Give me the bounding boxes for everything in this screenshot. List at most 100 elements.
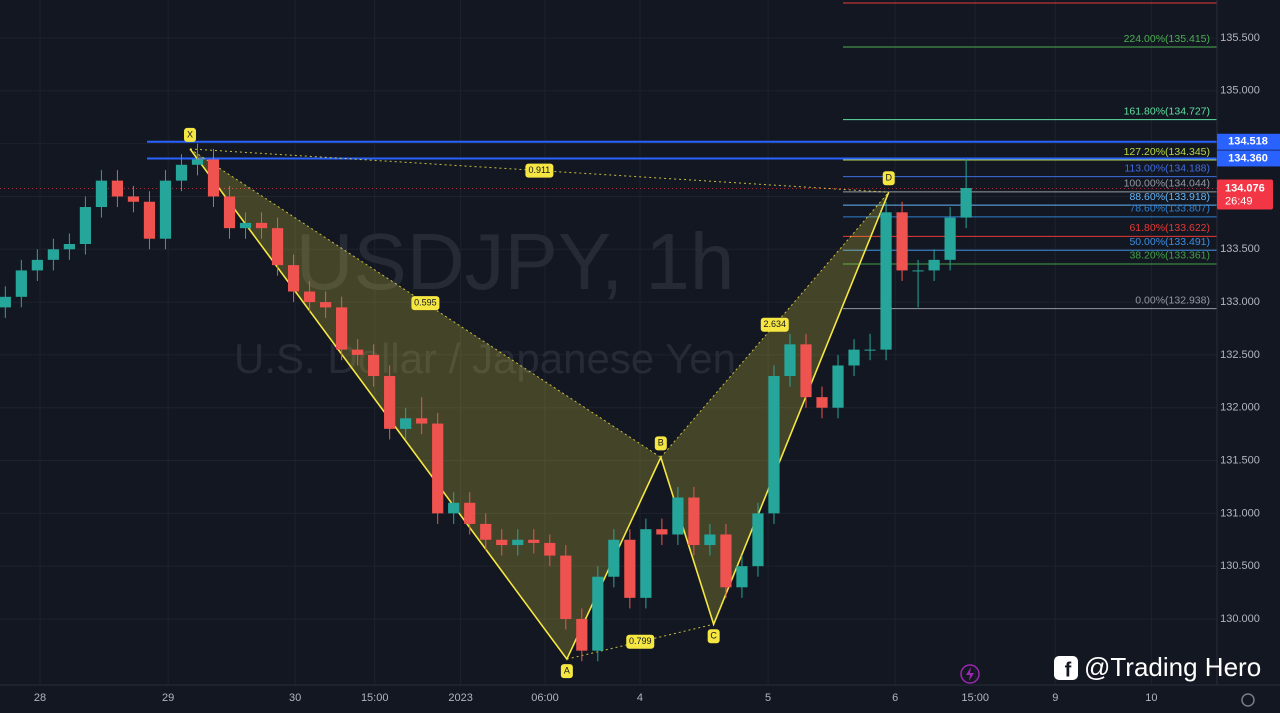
price-line-tag bbox=[1217, 133, 1280, 150]
candle-body bbox=[576, 618, 588, 651]
candle-body bbox=[480, 523, 492, 540]
candle-body bbox=[912, 270, 924, 272]
x-tick-label: 10 bbox=[1145, 692, 1157, 704]
candle-body bbox=[880, 212, 892, 350]
candle-body bbox=[704, 534, 716, 546]
candle-body bbox=[768, 376, 780, 514]
x-tick-label: 15:00 bbox=[961, 692, 989, 704]
pattern-ratio: 0.595 bbox=[414, 298, 437, 308]
y-tick-label: 131.500 bbox=[1220, 454, 1260, 466]
candle-body bbox=[800, 344, 812, 398]
plot-layer: 224.00%(135.415) 161.80%(134.727) 127.20%(… bbox=[0, 2, 1217, 679]
candle-body bbox=[672, 497, 684, 535]
candle-body bbox=[175, 164, 188, 181]
pattern-point-label: A bbox=[564, 665, 570, 675]
x-tick-label: 28 bbox=[34, 692, 46, 704]
candle-body bbox=[47, 249, 59, 260]
candle-body bbox=[736, 566, 748, 588]
candle-body bbox=[416, 418, 428, 424]
pattern-ratio: 2.634 bbox=[764, 319, 787, 329]
fib-label: 161.80%(134.727) bbox=[1124, 105, 1210, 117]
candle-body bbox=[223, 196, 236, 229]
fib-label: 88.60%(133.918) bbox=[1129, 191, 1210, 203]
candle-body bbox=[832, 365, 844, 408]
watermark-symbol: USDJPY, 1h bbox=[296, 217, 735, 306]
brand: @Trading Hero bbox=[1084, 652, 1261, 682]
pattern-fill bbox=[190, 148, 661, 660]
candle-body bbox=[560, 555, 572, 619]
settings-icon[interactable] bbox=[1241, 693, 1255, 707]
candle-body bbox=[528, 539, 540, 543]
y-tick-label: 135.000 bbox=[1220, 85, 1260, 97]
candle-body bbox=[896, 212, 908, 271]
x-tick-label: 6 bbox=[892, 692, 898, 704]
fib-label: 61.80%(133.622) bbox=[1129, 222, 1210, 234]
candle-body bbox=[143, 201, 156, 239]
fib-label: 50.00%(133.491) bbox=[1129, 236, 1210, 248]
pattern-ratio-line bbox=[660, 191, 890, 458]
pattern-point-label: D bbox=[885, 173, 892, 183]
candle-body bbox=[384, 376, 396, 429]
candle-body bbox=[608, 539, 620, 577]
fib-label: 100.00%(134.044) bbox=[1124, 178, 1210, 190]
candle-body bbox=[111, 180, 124, 197]
brand-logo-letter: f bbox=[1065, 659, 1072, 681]
candle-body bbox=[336, 307, 348, 350]
alert-bolt bbox=[966, 667, 974, 681]
candle-body bbox=[287, 265, 300, 292]
candle-body bbox=[432, 423, 444, 514]
x-tick-label: 5 bbox=[765, 692, 771, 704]
x-tick-label: 29 bbox=[162, 692, 174, 704]
candle-body bbox=[848, 349, 860, 366]
candle-body bbox=[720, 534, 732, 588]
last-price-tag bbox=[1217, 179, 1273, 210]
pattern-ratio: 0.799 bbox=[629, 636, 652, 646]
candle-body bbox=[159, 180, 172, 239]
fib-label: 78.60%(133.807) bbox=[1129, 203, 1210, 215]
candle-body bbox=[544, 542, 556, 556]
candle-body bbox=[592, 576, 604, 651]
candle-body bbox=[784, 344, 796, 377]
pattern-ratio-tag bbox=[525, 163, 554, 178]
candle-body bbox=[63, 244, 75, 250]
candle-body bbox=[688, 497, 700, 546]
x-tick-label: 30 bbox=[289, 692, 301, 704]
y-tick-label: 130.500 bbox=[1220, 560, 1260, 572]
pattern-point bbox=[184, 127, 197, 142]
x-tick-label: 06:00 bbox=[531, 692, 559, 704]
candle-body bbox=[512, 539, 524, 546]
y-tick-label: 131.000 bbox=[1220, 507, 1260, 519]
last-price-label: 134.076 bbox=[1225, 182, 1265, 194]
alert-icon[interactable] bbox=[960, 664, 980, 684]
candle-body bbox=[864, 349, 876, 351]
candle-body bbox=[95, 180, 108, 208]
candle-body bbox=[496, 539, 508, 546]
x-tick-label: 9 bbox=[1052, 692, 1058, 704]
candle-body bbox=[79, 207, 92, 245]
pattern-point-label: X bbox=[187, 129, 193, 139]
candle-body bbox=[271, 228, 284, 266]
candle-body bbox=[255, 222, 268, 229]
y-tick-label: 130.000 bbox=[1220, 613, 1260, 625]
pattern-ratio-tag bbox=[411, 296, 440, 311]
candle-body bbox=[960, 188, 972, 218]
pattern-point bbox=[707, 629, 720, 644]
price-line-label: 134.518 bbox=[1228, 136, 1268, 148]
candle-body bbox=[239, 222, 252, 229]
candle-body bbox=[15, 270, 27, 297]
y-tick-label: 135.500 bbox=[1220, 32, 1260, 44]
pattern-point-label: B bbox=[658, 438, 664, 448]
candle-body bbox=[319, 302, 332, 308]
candle-body bbox=[448, 502, 460, 514]
fib-label: 38.20%(133.361) bbox=[1129, 250, 1210, 262]
price-line-label: 134.360 bbox=[1228, 152, 1268, 164]
candle-body bbox=[207, 159, 220, 197]
pattern-ratio-tag bbox=[760, 317, 789, 332]
candle-body bbox=[400, 418, 412, 429]
y-tick-label: 132.000 bbox=[1220, 402, 1260, 414]
candle-body bbox=[624, 539, 636, 598]
candle-body bbox=[944, 217, 956, 260]
pattern-ratio-tag bbox=[626, 634, 655, 649]
y-tick-label: 132.500 bbox=[1220, 349, 1260, 361]
